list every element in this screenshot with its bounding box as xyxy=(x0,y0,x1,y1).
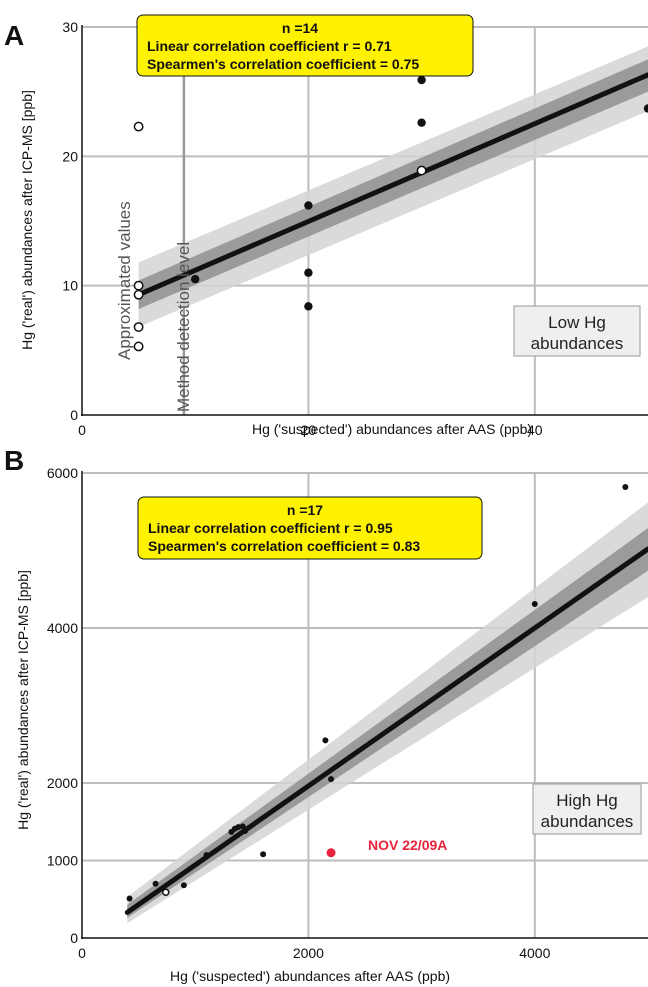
panel-b-region-label-line2: abundances xyxy=(541,812,634,831)
panel-b-tick-labels: 0 2000 4000 0 1000 2000 4000 6000 xyxy=(47,465,551,961)
panel-b-point-filled-13 xyxy=(622,483,629,490)
panel-a-region-label-line1: Low Hg xyxy=(548,313,606,332)
panel-b-y-tick-6000: 6000 xyxy=(47,465,78,481)
panel-a-point-open-5 xyxy=(416,165,427,176)
panel-a-point-filled-1 xyxy=(304,201,313,210)
panel-a-label: A xyxy=(4,20,24,51)
panel-a-x-tick-40: 40 xyxy=(527,422,543,438)
panel-a-stat-linear: Linear correlation coefficient r = 0.71 xyxy=(147,38,392,54)
panel-b-region-box xyxy=(532,783,642,835)
panel-b-point-filled-0 xyxy=(126,895,133,902)
panel-b-stat-spearman: Spearmen's correlation coefficient = 0.8… xyxy=(148,538,420,554)
panel-b-point-filled-1 xyxy=(152,880,159,887)
panel-b-stat-n: n =17 xyxy=(287,502,323,518)
panel-a-point-open-3 xyxy=(133,322,144,333)
panel-b-label: B xyxy=(4,445,24,476)
approximated-values-label: Approximated values xyxy=(115,201,134,360)
panel-a-x-tick-20: 20 xyxy=(301,422,317,438)
panel-b-y-axis-label: Hg ('real') abundances after ICP-MS [ppb… xyxy=(15,570,31,830)
panel-a-point-filled-3 xyxy=(304,302,313,311)
panel-a-y-tick-0: 0 xyxy=(70,407,78,423)
panel-a-axes xyxy=(81,25,648,416)
panel-a-y-axis-label: Hg ('real') abundances after ICP-MS [ppb… xyxy=(19,90,35,350)
panel-b-point-filled-7 xyxy=(239,823,246,830)
panel-b-confidence-bands xyxy=(124,502,648,924)
panel-b-y-tick-1000: 1000 xyxy=(47,853,78,869)
panel-b-point-open-0 xyxy=(162,888,170,897)
panel-b-x-tick-4000: 4000 xyxy=(519,945,550,961)
panel-a-point-filled-2 xyxy=(304,268,313,277)
panel-a-point-open-4 xyxy=(133,341,144,352)
panel-a-chart: 0 20 40 0 10 20 30 A n =14 Linear correlation … xyxy=(4,14,648,438)
panel-b-x-axis-label: Hg ('suspected') abundances after AAS (p… xyxy=(170,968,450,984)
panel-b-point-filled-10 xyxy=(322,737,329,744)
panel-a-data-points xyxy=(133,75,648,352)
panel-b-regression-line xyxy=(124,546,648,915)
panel-a-y-tick-30: 30 xyxy=(62,19,78,35)
panel-b-axes xyxy=(81,471,648,939)
panel-a-region-label-line2: abundances xyxy=(531,334,624,353)
panel-b-x-tick-2000: 2000 xyxy=(293,945,324,961)
panel-b-point-filled-9 xyxy=(260,851,267,858)
panel-b-x-tick-0: 0 xyxy=(78,945,86,961)
outlier-point xyxy=(326,848,336,858)
panel-b-chart: 0 2000 4000 0 1000 2000 4000 6000 B n =17 Linea… xyxy=(4,445,648,984)
panel-a-stat-spearman: Spearmen's correlation coefficient = 0.7… xyxy=(147,56,419,72)
panel-a-point-filled-4 xyxy=(417,75,426,85)
method-detection-level-label: Method detection level xyxy=(174,242,193,412)
panel-b-stats-box xyxy=(137,496,483,560)
panel-b-point-filled-3 xyxy=(203,852,210,859)
panel-a-y-tick-20: 20 xyxy=(62,148,78,164)
panel-a-confidence-bands xyxy=(136,46,648,328)
panel-a-region-box xyxy=(513,305,641,357)
panel-b-point-filled-11 xyxy=(328,776,335,783)
panel-a-y-tick-10: 10 xyxy=(62,278,78,294)
panel-a-stat-n: n =14 xyxy=(282,20,318,36)
panel-a-regression-line xyxy=(136,72,648,298)
outlier-label: NOV 22/09A xyxy=(368,837,447,853)
panel-a-stats-box xyxy=(136,14,474,77)
panel-b-region-label-line1: High Hg xyxy=(556,791,617,810)
panel-b-y-tick-2000: 2000 xyxy=(47,775,78,791)
panel-b-y-tick-0: 0 xyxy=(70,930,78,946)
panel-b-point-filled-2 xyxy=(180,882,187,889)
panel-b-y-tick-4000: 4000 xyxy=(47,620,78,636)
panel-a-x-tick-0: 0 xyxy=(78,422,86,438)
panel-b-point-filled-6 xyxy=(235,824,242,831)
panel-a-point-open-0 xyxy=(133,121,144,132)
panel-a-point-filled-5 xyxy=(417,118,426,127)
panel-a-tick-labels: 0 20 40 0 10 20 30 xyxy=(62,19,542,438)
panel-a-x-axis-label: Hg ('suspected') abundances after AAS (p… xyxy=(252,421,532,437)
panel-a-point-open-1 xyxy=(133,280,144,291)
panel-a-point-open-2 xyxy=(133,289,144,300)
panel-a-point-filled-6 xyxy=(643,104,648,113)
panel-b-point-filled-12 xyxy=(531,600,538,607)
panel-b-stat-linear: Linear correlation coefficient r = 0.95 xyxy=(148,520,393,536)
panel-b-data-points xyxy=(126,483,629,902)
panel-a-point-filled-0 xyxy=(191,275,200,284)
panel-b-point-filled-8 xyxy=(242,828,249,835)
